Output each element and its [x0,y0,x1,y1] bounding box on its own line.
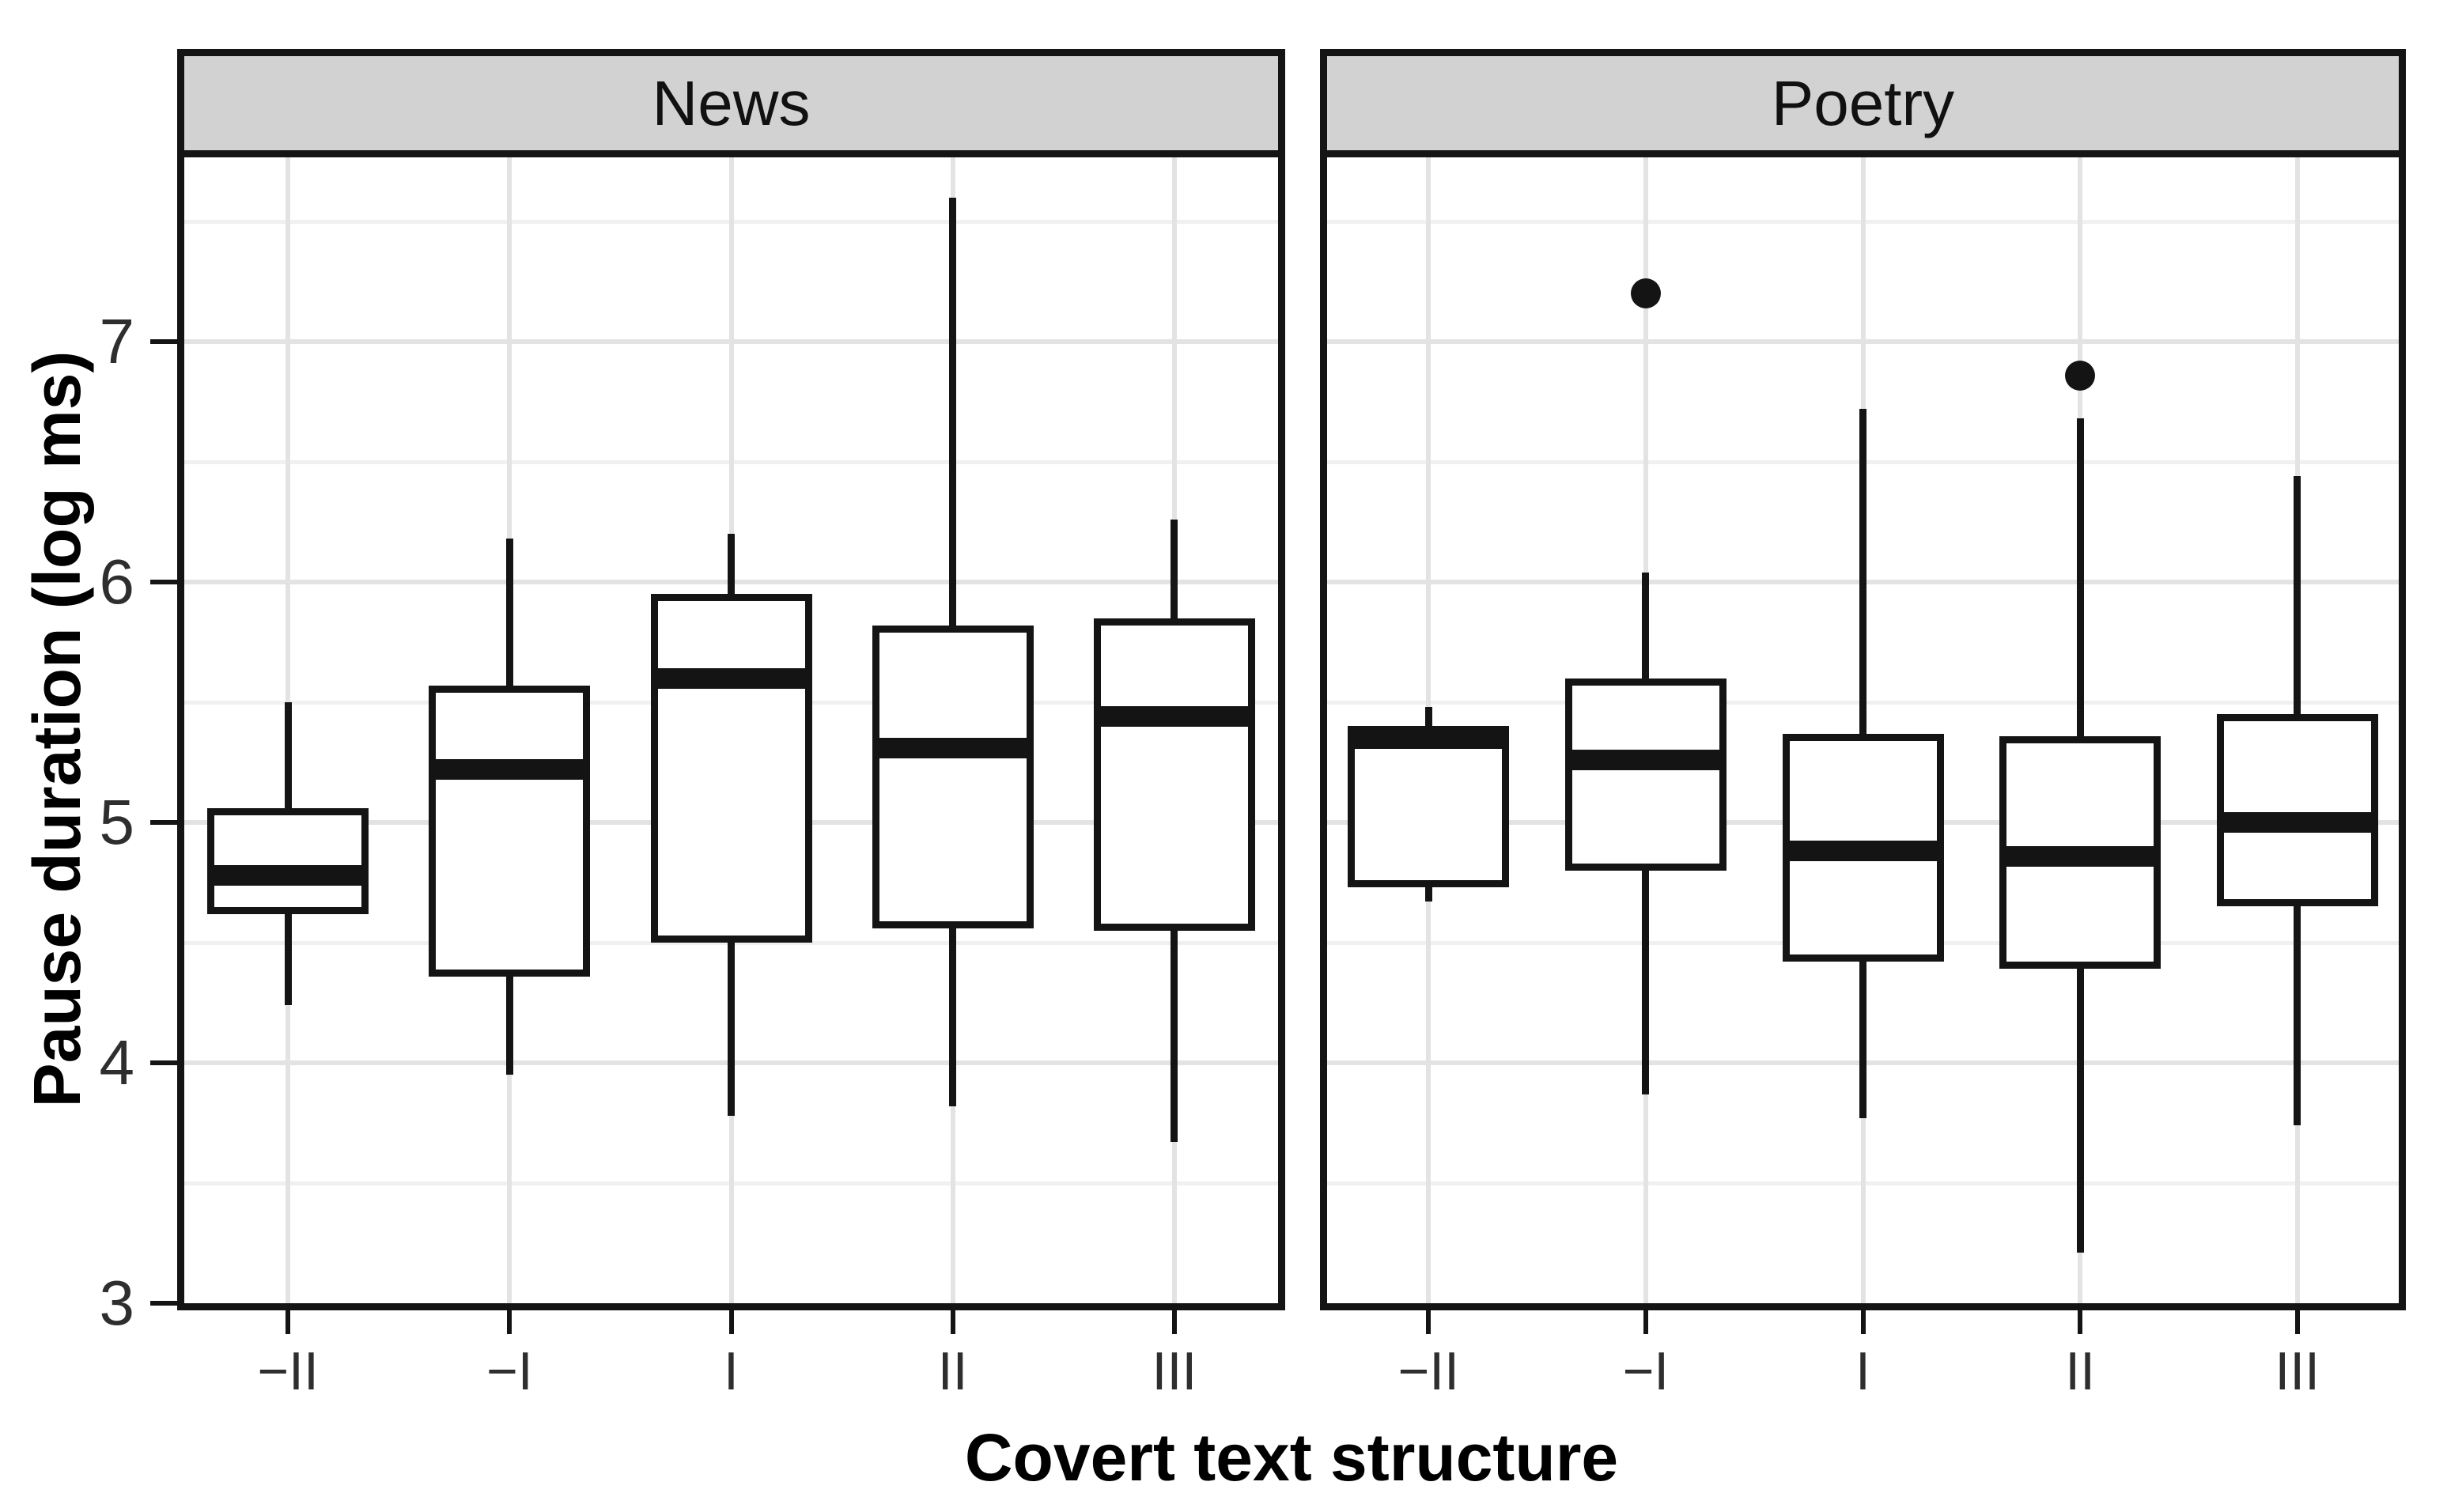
median-line [1564,749,1727,770]
y-axis-tick [150,1301,177,1306]
upper-whisker [284,702,292,808]
median-line [1782,841,1944,862]
y-axis-tick-label: 5 [99,787,135,857]
lower-whisker [505,976,513,1075]
median-line [1348,728,1510,749]
x-axis-tick [286,1310,291,1334]
upper-whisker [728,534,735,595]
upper-whisker [1642,572,1650,679]
x-axis-tick [1426,1310,1432,1334]
x-axis-tick-label: II [937,1341,968,1401]
upper-whisker [1859,409,1866,734]
median-line [2216,812,2378,833]
box-plot-box [2216,714,2378,907]
x-axis-title: Covert text structure [964,1420,1619,1495]
box-plot-box [1564,678,1727,871]
median-line [872,737,1034,758]
box-plot-box [1348,726,1510,888]
x-axis-tick [1171,1310,1177,1334]
upper-whisker [505,539,513,686]
y-axis-tick [150,339,177,344]
median-line [429,759,591,781]
lower-whisker [1171,930,1178,1143]
upper-whisker [949,197,957,626]
box-plot-box [650,594,812,943]
outlier-point [1630,278,1661,309]
x-axis-tick-label: III [2275,1341,2320,1401]
lower-whisker [1642,870,1650,1094]
box-plot-box [207,807,369,914]
median-line [1093,706,1255,728]
upper-whisker [2294,476,2301,715]
x-axis-tick-label: −II [257,1341,319,1401]
x-axis-tick [950,1310,955,1334]
lower-whisker [2076,969,2084,1253]
lower-whisker [284,913,292,1006]
box-plot-box [872,625,1034,928]
lower-whisker [1424,887,1432,902]
lower-whisker [2294,906,2301,1126]
x-axis-tick [507,1310,512,1334]
y-axis-tick [150,820,177,825]
x-axis-tick [1860,1310,1866,1334]
lower-whisker [1859,962,1866,1118]
y-axis-tick-label: 3 [99,1268,135,1338]
x-axis-tick [2294,1310,2300,1334]
lower-whisker [728,943,735,1116]
x-axis-tick-label: II [2065,1341,2095,1401]
facet-strip: Poetry [1320,49,2406,150]
x-axis-tick [2078,1310,2083,1334]
lower-whisker [949,928,957,1106]
facet-strip: News [177,49,1285,150]
y-axis-tick-label: 7 [99,306,135,376]
x-axis-tick-label: −I [1622,1341,1670,1401]
x-axis-tick [1643,1310,1648,1334]
x-axis-tick-label: −I [486,1341,533,1401]
outlier-point [2065,360,2096,391]
x-axis-tick-label: I [724,1341,739,1401]
box-plot-box [429,685,591,977]
box-plot-box [1093,618,1255,931]
y-axis-tick [150,580,177,584]
y-axis-tick [150,1060,177,1065]
median-line [207,864,369,886]
upper-whisker [2076,418,2084,736]
upper-whisker [1171,519,1178,618]
x-axis-tick-label: I [1855,1341,1870,1401]
y-axis-tick-label: 6 [99,546,135,617]
y-axis-tick-label: 4 [99,1027,135,1098]
x-axis-tick-label: III [1152,1341,1197,1401]
median-line [1999,845,2161,867]
upper-whisker [1424,707,1432,727]
median-line [650,667,812,689]
facet-strip-label: News [652,67,811,138]
x-axis-tick [728,1310,734,1334]
x-axis-tick-label: −II [1397,1341,1460,1401]
facet-strip-label: Poetry [1771,67,1955,138]
